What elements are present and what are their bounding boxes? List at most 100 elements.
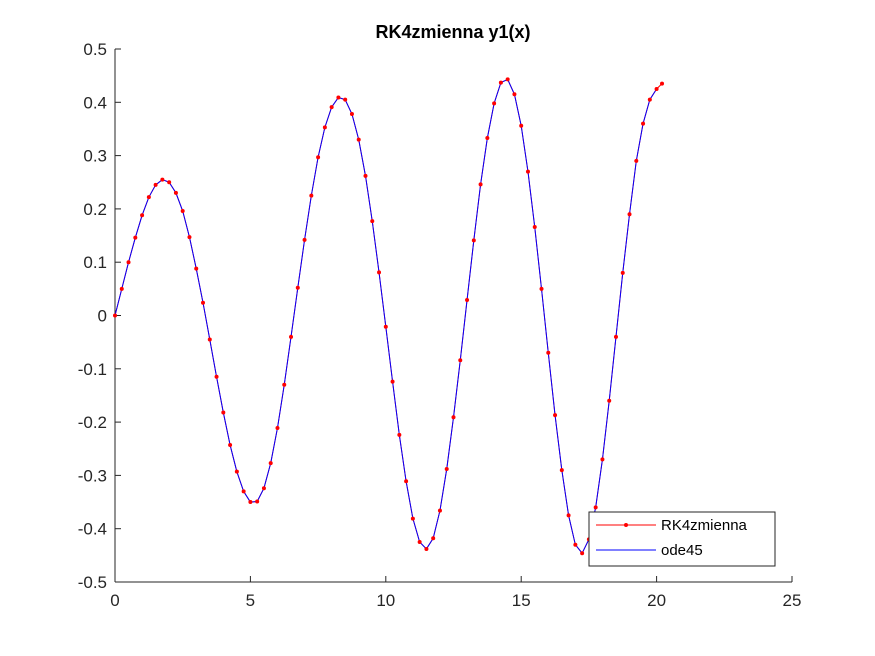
data-point-rk4zmienna bbox=[525, 169, 530, 174]
y-tick-label: 0.1 bbox=[83, 253, 107, 272]
data-point-rk4zmienna bbox=[437, 508, 442, 513]
data-point-rk4zmienna bbox=[627, 212, 632, 217]
data-point-rk4zmienna bbox=[302, 237, 307, 242]
y-tick-label: 0.3 bbox=[83, 147, 107, 166]
legend: RK4zmienna ode45 bbox=[588, 511, 776, 567]
series-layer bbox=[113, 77, 665, 556]
data-point-rk4zmienna bbox=[505, 77, 510, 82]
data-point-rk4zmienna bbox=[600, 457, 605, 462]
legend-label-rk4zmienna: RK4zmienna bbox=[661, 517, 748, 534]
data-point-rk4zmienna bbox=[261, 486, 266, 491]
x-tick-label: 5 bbox=[246, 591, 255, 610]
data-point-rk4zmienna bbox=[410, 516, 415, 521]
data-point-rk4zmienna bbox=[234, 469, 239, 474]
data-point-rk4zmienna bbox=[465, 298, 470, 303]
data-point-rk4zmienna bbox=[512, 92, 517, 97]
y-tick-label: 0 bbox=[98, 307, 107, 326]
y-tick-label: 0.5 bbox=[83, 40, 107, 59]
data-point-rk4zmienna bbox=[451, 415, 456, 420]
x-tick-label: 15 bbox=[512, 591, 531, 610]
data-point-rk4zmienna bbox=[546, 350, 551, 355]
data-point-rk4zmienna bbox=[180, 209, 185, 214]
y-tick-label: 0.4 bbox=[83, 93, 107, 112]
x-tick-label: 10 bbox=[376, 591, 395, 610]
axes: 0 5 10 15 20 25 -0.5 -0.4 -0.3 -0.2 -0.1 0 0.1 0.2 0.3… bbox=[78, 40, 802, 610]
data-point-rk4zmienna bbox=[559, 468, 564, 473]
data-point-rk4zmienna bbox=[322, 125, 327, 130]
data-point-rk4zmienna bbox=[207, 337, 212, 342]
data-point-rk4zmienna bbox=[187, 235, 192, 240]
data-point-rk4zmienna bbox=[363, 173, 368, 178]
data-point-rk4zmienna bbox=[539, 286, 544, 291]
data-point-rk4zmienna bbox=[153, 182, 158, 187]
data-point-rk4zmienna bbox=[485, 136, 490, 141]
data-point-rk4zmienna bbox=[634, 158, 639, 163]
data-point-rk4zmienna bbox=[660, 81, 665, 86]
chart-title: RK4zmienna y1(x) bbox=[375, 22, 530, 42]
legend-marker-rk4zmienna bbox=[624, 523, 628, 527]
data-point-rk4zmienna bbox=[417, 540, 422, 545]
x-tick-label: 25 bbox=[783, 591, 802, 610]
data-point-rk4zmienna bbox=[613, 334, 618, 339]
data-point-rk4zmienna bbox=[404, 479, 409, 484]
data-point-rk4zmienna bbox=[316, 155, 321, 160]
data-point-rk4zmienna bbox=[377, 270, 382, 275]
data-point-rk4zmienna bbox=[654, 86, 659, 91]
data-point-rk4zmienna bbox=[356, 137, 361, 142]
data-point-rk4zmienna bbox=[133, 235, 138, 240]
data-point-rk4zmienna bbox=[478, 182, 483, 187]
data-point-rk4zmienna bbox=[431, 536, 436, 541]
data-point-rk4zmienna bbox=[146, 195, 151, 200]
legend-label-ode45: ode45 bbox=[661, 542, 703, 559]
y-tick-label: -0.4 bbox=[78, 520, 107, 539]
data-point-rk4zmienna bbox=[221, 410, 226, 415]
data-point-rk4zmienna bbox=[492, 101, 497, 106]
data-point-rk4zmienna bbox=[580, 551, 585, 556]
data-point-rk4zmienna bbox=[343, 97, 348, 102]
data-point-rk4zmienna bbox=[566, 513, 571, 518]
y-tick-label: -0.3 bbox=[78, 466, 107, 485]
data-point-rk4zmienna bbox=[194, 266, 199, 271]
data-point-rk4zmienna bbox=[553, 413, 558, 418]
data-point-rk4zmienna bbox=[329, 105, 334, 110]
data-point-rk4zmienna bbox=[349, 112, 354, 117]
data-point-rk4zmienna bbox=[140, 213, 145, 218]
data-point-rk4zmienna bbox=[519, 123, 524, 128]
data-point-rk4zmienna bbox=[424, 546, 429, 551]
data-point-rk4zmienna bbox=[607, 398, 612, 403]
data-point-rk4zmienna bbox=[248, 500, 253, 505]
data-point-rk4zmienna bbox=[641, 121, 646, 126]
data-point-rk4zmienna bbox=[647, 97, 652, 102]
data-point-rk4zmienna bbox=[173, 190, 178, 195]
data-point-rk4zmienna bbox=[214, 374, 219, 379]
y-tick-label: -0.1 bbox=[78, 360, 107, 379]
data-point-rk4zmienna bbox=[309, 193, 314, 198]
data-point-rk4zmienna bbox=[383, 324, 388, 329]
data-point-rk4zmienna bbox=[498, 80, 503, 85]
data-point-rk4zmienna bbox=[167, 180, 172, 185]
data-point-rk4zmienna bbox=[275, 425, 280, 430]
data-point-rk4zmienna bbox=[228, 443, 233, 448]
data-point-rk4zmienna bbox=[268, 461, 273, 466]
data-point-rk4zmienna bbox=[573, 542, 578, 547]
data-point-rk4zmienna bbox=[241, 489, 246, 494]
y-tick-label: -0.5 bbox=[78, 573, 107, 592]
data-point-rk4zmienna bbox=[160, 177, 165, 182]
data-point-rk4zmienna bbox=[532, 225, 537, 230]
data-point-rk4zmienna bbox=[471, 238, 476, 243]
data-point-rk4zmienna bbox=[370, 219, 375, 224]
x-tick-label: 0 bbox=[110, 591, 119, 610]
data-point-rk4zmienna bbox=[620, 270, 625, 275]
data-point-rk4zmienna bbox=[593, 505, 598, 510]
data-point-rk4zmienna bbox=[113, 313, 117, 318]
data-point-rk4zmienna bbox=[289, 334, 294, 339]
data-point-rk4zmienna bbox=[295, 285, 300, 290]
data-point-rk4zmienna bbox=[282, 382, 287, 387]
data-point-rk4zmienna bbox=[444, 467, 449, 472]
data-point-rk4zmienna bbox=[458, 358, 463, 363]
data-point-rk4zmienna bbox=[390, 379, 395, 384]
y-tick-label: 0.2 bbox=[83, 200, 107, 219]
data-point-rk4zmienna bbox=[119, 286, 124, 291]
legend-box bbox=[588, 511, 776, 567]
